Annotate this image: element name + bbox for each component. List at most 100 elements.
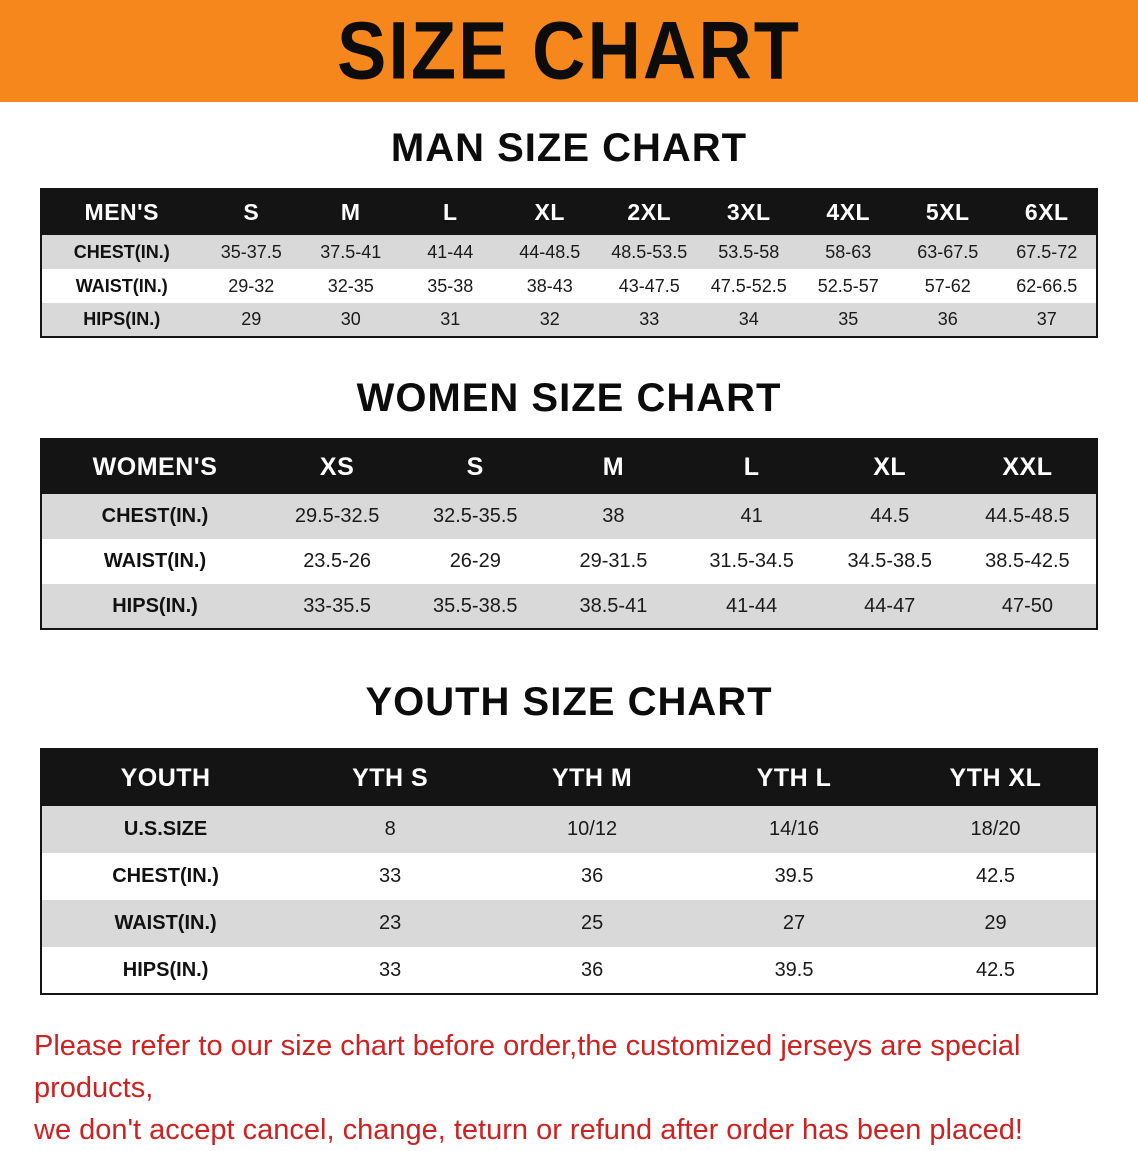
value-cell: 38.5-42.5	[985, 550, 1070, 572]
youth-waist-row: WAIST(IN.) 23 25 27 29	[41, 900, 1097, 947]
women-chest-row: CHEST(IN.) 29.5-32.5 32.5-35.5 38 41 44.…	[41, 494, 1097, 539]
value-cell: 35-38	[427, 275, 474, 296]
value-cell: 27	[782, 912, 806, 934]
youth-hips-row: HIPS(IN.) 33 36 39.5 42.5	[41, 947, 1097, 994]
value-cell: 35-37.5	[220, 241, 282, 262]
value-cell: 29	[241, 309, 262, 329]
value-cell: 29.5-32.5	[294, 505, 380, 527]
value-cell: 35	[838, 309, 859, 329]
men-header-cell: XL	[500, 189, 600, 235]
value-cell: 47.5-52.5	[710, 275, 787, 296]
value-cell: 63-67.5	[917, 241, 979, 262]
value-cell: 29-32	[228, 275, 275, 296]
row-label-cell: WAIST(IN.)	[103, 550, 207, 572]
men-header-cell: 2XL	[599, 189, 699, 235]
row-label-cell: WAIST(IN.)	[114, 912, 217, 934]
value-cell: 33-35.5	[303, 594, 372, 617]
men-section: MAN SIZE CHART MEN'S S M L XL 2XL 3XL 4X…	[0, 126, 1138, 338]
footer-line-2: we don't accept cancel, change, teturn o…	[34, 1114, 1023, 1147]
value-cell: 10/12	[567, 818, 618, 840]
value-cell: 38	[602, 505, 625, 527]
value-cell: 34	[738, 309, 759, 329]
men-header-cell: 5XL	[898, 189, 998, 235]
row-label-cell: CHEST(IN.)	[73, 241, 170, 262]
banner: SIZE CHART	[0, 0, 1138, 102]
value-cell: 32.5-35.5	[433, 505, 518, 527]
value-cell: 44-48.5	[519, 241, 581, 262]
value-cell: 41	[740, 505, 763, 527]
women-header-cell: WOMEN'S	[41, 439, 269, 494]
women-header-cell: M	[544, 439, 683, 494]
value-cell: 41-44	[427, 241, 474, 262]
value-cell: 33	[639, 309, 660, 329]
value-cell: 38.5-41	[579, 594, 648, 617]
value-cell: 33	[379, 865, 402, 887]
women-header-cell: L	[682, 439, 821, 494]
row-label-cell: U.S.SIZE	[123, 818, 208, 840]
value-cell: 26-29	[449, 550, 501, 572]
men-header-cell: S	[201, 189, 301, 235]
women-header-cell: XL	[820, 439, 959, 494]
value-cell: 48.5-53.5	[611, 241, 688, 262]
row-label-cell: HIPS(IN.)	[83, 309, 161, 329]
value-cell: 25	[580, 912, 604, 934]
men-waist-row: WAIST(IN.) 29-32 32-35 35-38 38-43 43-47…	[41, 269, 1097, 303]
value-cell: 23	[379, 912, 402, 934]
value-cell: 30	[340, 309, 361, 329]
value-cell: 35.5-38.5	[433, 594, 518, 617]
women-header-cell: S	[406, 439, 545, 494]
women-waist-row: WAIST(IN.) 23.5-26 26-29 29-31.5 31.5-34…	[41, 539, 1097, 584]
men-size-table: MEN'S S M L XL 2XL 3XL 4XL 5XL 6XL CHEST…	[40, 188, 1098, 338]
women-header-cell: XXL	[958, 439, 1097, 494]
footer-note: Please refer to our size chart before or…	[34, 1025, 1104, 1151]
value-cell: 32	[539, 309, 560, 329]
value-cell: 47-50	[1001, 594, 1053, 617]
row-label-cell: HIPS(IN.)	[122, 958, 209, 981]
value-cell: 39.5	[774, 958, 814, 981]
men-table-header-row: MEN'S S M L XL 2XL 3XL 4XL 5XL 6XL	[41, 189, 1097, 235]
men-header-cell: L	[400, 189, 500, 235]
value-cell: 36	[580, 865, 604, 887]
row-label-cell: CHEST(IN.)	[101, 505, 209, 527]
value-cell: 29	[984, 912, 1007, 934]
men-chest-row: CHEST(IN.) 35-37.5 37.5-41 41-44 44-48.5…	[41, 235, 1097, 269]
youth-header-cell: YTH M	[491, 749, 694, 806]
row-label-cell: WAIST(IN.)	[75, 275, 168, 296]
value-cell: 39.5	[774, 865, 814, 887]
value-cell: 32-35	[327, 275, 374, 296]
value-cell: 31.5-34.5	[709, 550, 794, 572]
women-size-table: WOMEN'S XS S M L XL XXL CHEST(IN.) 29.5-…	[40, 438, 1098, 630]
value-cell: 38-43	[526, 275, 573, 296]
women-section: WOMEN SIZE CHART WOMEN'S XS S M L XL XXL	[0, 376, 1138, 630]
men-header-cell: 4XL	[798, 189, 898, 235]
row-label-cell: CHEST(IN.)	[112, 865, 219, 887]
youth-size-table: YOUTH YTH S YTH M YTH L YTH XL U.S.SIZE …	[40, 748, 1098, 995]
youth-header-cell: YTH XL	[895, 749, 1097, 806]
men-header-cell: 6XL	[997, 189, 1097, 235]
value-cell: 31	[440, 309, 461, 329]
men-section-heading: MAN SIZE CHART	[390, 126, 748, 170]
value-cell: 58-63	[825, 241, 872, 262]
women-table-header-row: WOMEN'S XS S M L XL XXL	[41, 439, 1097, 494]
youth-header-cell: YOUTH	[41, 749, 290, 806]
youth-chest-row: CHEST(IN.) 33 36 39.5 42.5	[41, 853, 1097, 900]
value-cell: 44.5-48.5	[985, 505, 1070, 527]
youth-header-cell: YTH S	[289, 749, 492, 806]
value-cell: 42.5	[976, 865, 1015, 887]
value-cell: 14/16	[769, 818, 820, 840]
men-header-cell: M	[301, 189, 401, 235]
value-cell: 43-47.5	[618, 275, 680, 296]
value-cell: 67.5-72	[1016, 241, 1078, 262]
value-cell: 44-47	[864, 594, 916, 617]
men-hips-row: HIPS(IN.) 29 30 31 32 33 34 35 36 37	[41, 303, 1097, 337]
footer-line-1: Please refer to our size chart before or…	[34, 1030, 1021, 1105]
value-cell: 41-44	[726, 594, 778, 617]
page-title: SIZE CHART	[337, 4, 801, 97]
value-cell: 34.5-38.5	[847, 550, 932, 572]
value-cell: 18/20	[970, 818, 1021, 840]
youth-section-heading: YOUTH SIZE CHART	[365, 680, 773, 724]
value-cell: 44.5	[870, 505, 910, 527]
women-hips-row: HIPS(IN.) 33-35.5 35.5-38.5 38.5-41 41-4…	[41, 584, 1097, 629]
value-cell: 42.5	[976, 958, 1015, 981]
